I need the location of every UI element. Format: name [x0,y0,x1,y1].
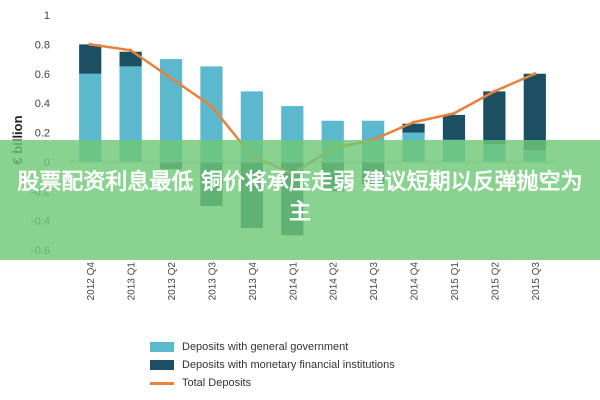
y-tick-label: 1 [44,10,50,22]
bar [159,59,183,162]
line-point [492,89,496,93]
x-tick-label: 2013 Q4 [248,262,259,301]
x-tick-label: 2013 Q3 [207,262,218,301]
bar [119,66,142,162]
x-tick-label: 2015 Q2 [490,262,501,301]
legend-label: Deposits with general government [182,341,349,353]
line-point [452,111,456,116]
bar [79,73,102,162]
bar [483,91,506,145]
bar [523,73,546,151]
x-tick-label: 2015 Q3 [531,262,542,301]
line-point [88,42,92,46]
legend-label: Deposits with monetary financial institu… [182,359,395,371]
line-point [411,120,416,124]
bar [119,51,142,67]
legend-item: Deposits with general government [150,338,550,356]
x-tick-label: 2014 Q1 [288,262,299,301]
legend-swatch [150,381,174,385]
x-tick-label: 2012 Q4 [86,262,97,301]
x-tick-label: 2013 Q2 [167,262,178,301]
x-tick-label: 2014 Q4 [410,262,421,301]
line-point [533,72,537,76]
legend-swatch [150,342,174,352]
y-tick-label: 0.6 [35,69,50,81]
y-tick-label: 0.8 [35,39,50,51]
legend-swatch [150,360,174,370]
x-tick-label: 2014 Q2 [329,262,340,301]
x-tick-label: 2013 Q1 [127,262,138,301]
line-point [129,48,133,52]
x-tick-label: 2014 Q3 [369,262,380,301]
legend-item: Deposits with monetary financial institu… [150,356,550,374]
x-axis: 2012 Q4 2013 Q1 2013 Q2 2013 Q3 2013 Q4 2014 … [86,262,542,301]
legend-item: Total Deposits [150,374,550,392]
chart-legend: Deposits with general government Deposits… [150,338,550,392]
bar [402,123,425,133]
y-tick-label: 0.4 [35,98,50,110]
bar [79,44,102,74]
x-tick-label: 2015 Q1 [450,262,461,301]
y-tick-label: 0.2 [35,128,50,140]
bar [200,66,223,162]
line-point [169,76,173,80]
line-point [209,104,214,108]
legend-label: Total Deposits [182,377,252,389]
headline-banner: 股票配资利息最低 铜价将承压走弱 建议短期以反弹抛空为主 [0,140,600,260]
headline-text: 股票配资利息最低 铜价将承压走弱 建议短期以反弹抛空为主 [17,170,583,225]
bar [442,114,466,140]
